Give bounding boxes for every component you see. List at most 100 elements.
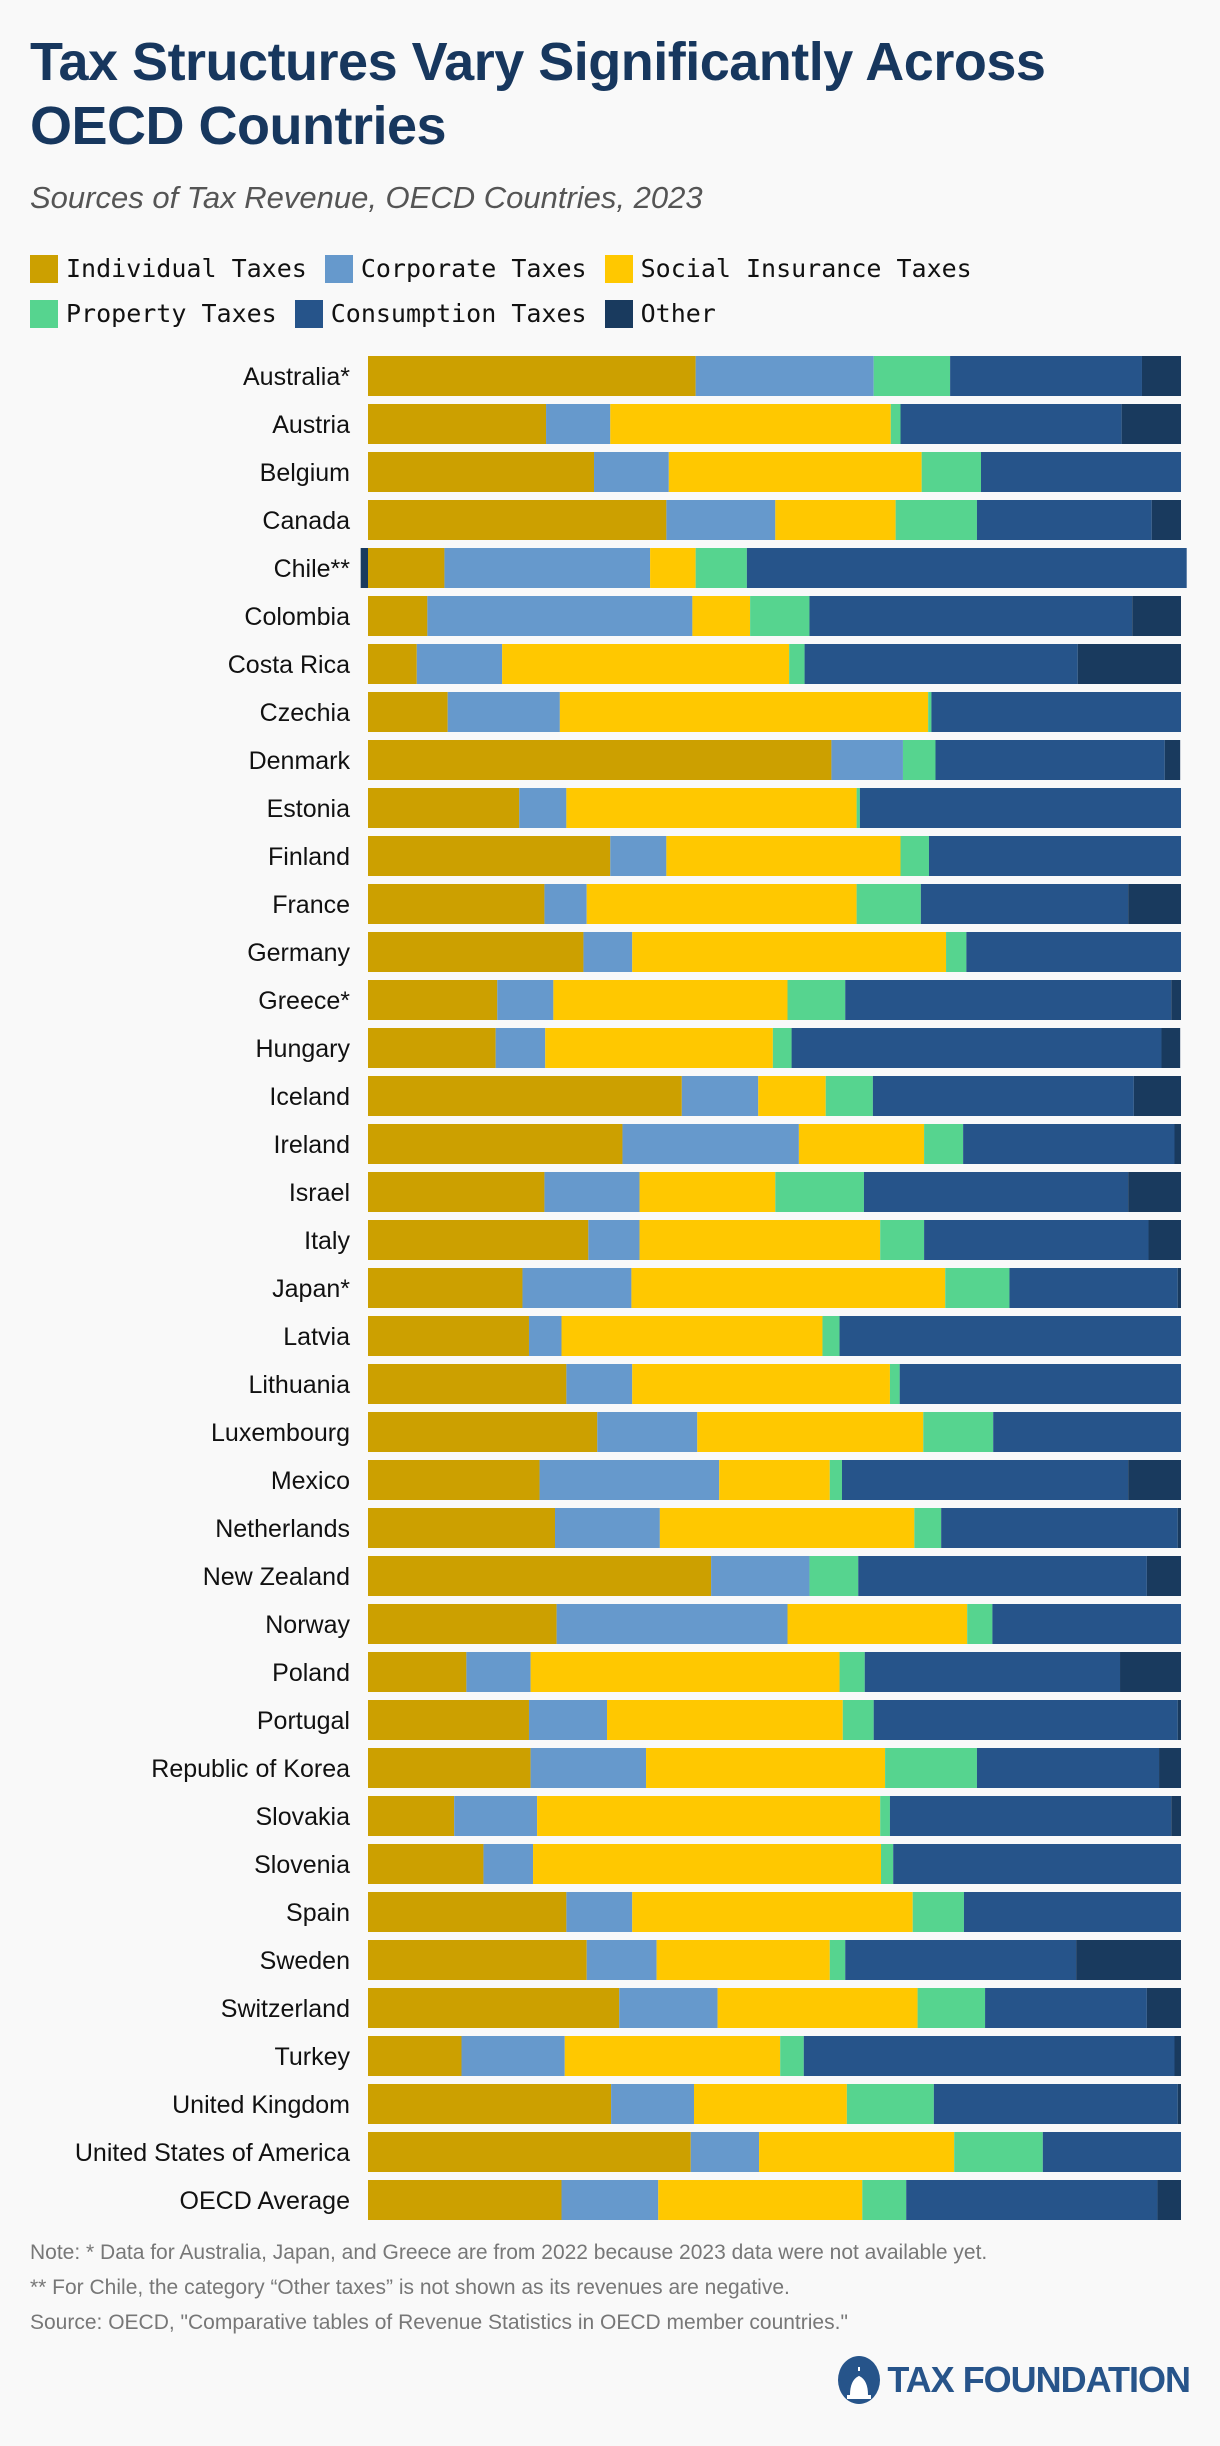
- bar-segment-corporate-taxes: [690, 2132, 760, 2172]
- bar-segment-individual-taxes: [368, 2036, 462, 2076]
- bar-segment-property-taxes: [880, 1796, 890, 1836]
- chart-title: Tax Structures Vary Significantly Across…: [30, 32, 1046, 156]
- bar-segment-property-taxes: [895, 500, 977, 540]
- bar-segment-property-taxes: [856, 884, 921, 924]
- bar-segment-corporate-taxes: [544, 1172, 640, 1212]
- bar-segment-consumption-taxes: [872, 1076, 1134, 1116]
- bar-segment-consumption-taxes: [933, 2084, 1178, 2124]
- bar-segment-corporate-taxes: [483, 1844, 534, 1884]
- category-label: Lithuania: [249, 1371, 351, 1399]
- bar-segment-social-insurance-taxes: [632, 1364, 890, 1404]
- category-label: Republic of Korea: [151, 1755, 350, 1783]
- bar-segment-social-insurance-taxes: [697, 1412, 924, 1452]
- legend-label: Property Taxes: [66, 299, 277, 328]
- bar-segment-corporate-taxes: [583, 932, 633, 972]
- capitol-dome-icon: [838, 2356, 881, 2404]
- bar-segment-corporate-taxes: [447, 692, 560, 732]
- legend-item: Property Taxes: [30, 299, 277, 328]
- bar-segment-property-taxes: [914, 1508, 942, 1548]
- bar-segment-property-taxes: [873, 356, 951, 396]
- bar-segment-corporate-taxes: [444, 548, 651, 588]
- bar-segment-social-insurance-taxes: [586, 884, 857, 924]
- bar-segment-social-insurance-taxes: [561, 1316, 823, 1356]
- category-label: Belgium: [260, 459, 350, 487]
- bar-segment-other: [1161, 1028, 1181, 1068]
- bar-segment-social-insurance-taxes: [758, 1076, 826, 1116]
- bar-segment-consumption-taxes: [804, 644, 1078, 684]
- category-label: Iceland: [269, 1083, 350, 1111]
- legend-swatch: [294, 299, 323, 328]
- bar-segment-property-taxes: [775, 1172, 864, 1212]
- bar-segment-social-insurance-taxes: [759, 2132, 955, 2172]
- bar-segment-property-taxes: [809, 1556, 859, 1596]
- bar-segment-individual-taxes: [368, 2132, 691, 2172]
- bar-segment-social-insurance-taxes: [632, 932, 947, 972]
- bar-segment-consumption-taxes: [906, 2180, 1158, 2220]
- legend-swatch: [30, 299, 58, 328]
- category-label: United Kingdom: [172, 2091, 350, 2119]
- bar-segment-property-taxes: [900, 836, 929, 876]
- bar-segment-social-insurance-taxes: [545, 1028, 773, 1068]
- bar-segment-property-taxes: [923, 1412, 994, 1452]
- bar-segment-other: [1148, 1220, 1181, 1260]
- bar-segment-property-taxes: [928, 692, 932, 732]
- stacked-bar-chart: Australia* Austria Belgium Canada Chile** Col…: [75, 356, 1187, 2220]
- bar-segment-other: [1141, 356, 1181, 396]
- bar-segment-other: [360, 548, 368, 588]
- bar-segment-social-insurance-taxes: [717, 1988, 918, 2028]
- bar-segment-individual-taxes: [368, 596, 428, 636]
- legend-swatch: [604, 254, 633, 283]
- bar-segment-property-taxes: [946, 932, 967, 972]
- bar-segment-consumption-taxes: [992, 1604, 1181, 1644]
- bar-segment-individual-taxes: [368, 1412, 598, 1452]
- bar-segment-property-taxes: [917, 1988, 986, 2028]
- bar-segment-social-insurance-taxes: [666, 836, 901, 876]
- category-label: United States of America: [75, 2139, 350, 2167]
- bar-segment-property-taxes: [902, 740, 936, 780]
- bar-segment-corporate-taxes: [695, 356, 874, 396]
- bar-segment-social-insurance-taxes: [564, 2036, 781, 2076]
- bar-segment-property-taxes: [780, 2036, 804, 2076]
- bar-segment-corporate-taxes: [546, 404, 611, 444]
- bar-segment-consumption-taxes: [1042, 2132, 1181, 2172]
- bar-segment-individual-taxes: [368, 884, 545, 924]
- chart-subtitle: Sources of Tax Revenue, OECD Countries, …: [30, 180, 703, 215]
- legend-label: Corporate Taxes: [360, 254, 587, 283]
- bar-segment-corporate-taxes: [416, 644, 503, 684]
- bar-segment-individual-taxes: [368, 980, 498, 1020]
- bar-segment-social-insurance-taxes: [775, 500, 896, 540]
- bar-segment-consumption-taxes: [993, 1412, 1181, 1452]
- bar-segment-property-taxes: [924, 1124, 964, 1164]
- bar-segment-property-taxes: [862, 2180, 907, 2220]
- bar-segment-consumption-taxes: [858, 1556, 1147, 1596]
- bar-segment-property-taxes: [822, 1316, 840, 1356]
- bar-segment-corporate-taxes: [495, 1028, 546, 1068]
- bar-segment-individual-taxes: [368, 1988, 620, 2028]
- bar-segment-social-insurance-taxes: [533, 1844, 882, 1884]
- bar-segment-consumption-taxes: [981, 452, 1181, 492]
- bar-segment-individual-taxes: [368, 932, 584, 972]
- legend-item: Consumption Taxes: [294, 299, 587, 328]
- legend-label: Individual Taxes: [66, 254, 307, 283]
- bar-segment-consumption-taxes: [935, 740, 1165, 780]
- category-label: Germany: [247, 939, 350, 967]
- note-line: ** For Chile, the category “Other taxes”…: [30, 2276, 790, 2299]
- category-label: Japan*: [272, 1275, 350, 1303]
- bar-segment-consumption-taxes: [985, 1988, 1147, 2028]
- bar-segment-consumption-taxes: [920, 884, 1129, 924]
- bar-segment-consumption-taxes: [873, 1700, 1178, 1740]
- bar-segment-corporate-taxes: [566, 1364, 633, 1404]
- bar-segment-property-taxes: [846, 2084, 934, 2124]
- bar-segment-social-insurance-taxes: [530, 1652, 840, 1692]
- bar-segment-social-insurance-taxes: [553, 980, 788, 1020]
- legend-item: Corporate Taxes: [324, 254, 587, 283]
- bar-segment-other: [1132, 596, 1181, 636]
- category-label: Canada: [262, 507, 350, 535]
- bar-segment-property-taxes: [967, 1604, 993, 1644]
- legend-item: Social Insurance Taxes: [604, 254, 972, 283]
- bar-segment-consumption-taxes: [963, 1892, 1181, 1932]
- source-line: Source: OECD, "Comparative tables of Rev…: [30, 2311, 848, 2334]
- bar-segment-corporate-taxes: [556, 1604, 788, 1644]
- bar-segment-social-insurance-taxes: [639, 1172, 776, 1212]
- category-label: Luxembourg: [211, 1419, 350, 1447]
